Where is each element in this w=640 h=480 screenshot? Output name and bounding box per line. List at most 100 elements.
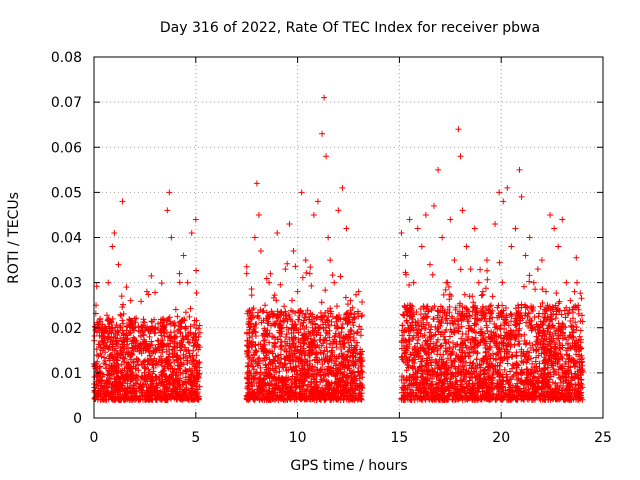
data-point <box>263 309 270 316</box>
data-point <box>102 349 109 356</box>
data-point <box>276 311 283 318</box>
data-point <box>301 352 308 359</box>
data-point <box>182 395 189 402</box>
data-point <box>271 344 278 351</box>
data-point <box>98 383 105 390</box>
data-point <box>355 310 362 317</box>
data-point <box>246 367 253 374</box>
data-point <box>149 341 156 348</box>
data-point <box>345 310 352 317</box>
data-point <box>337 273 344 280</box>
data-point <box>109 327 116 334</box>
data-point <box>265 320 272 327</box>
data-point <box>109 341 116 348</box>
data-point <box>286 385 293 392</box>
data-point <box>118 293 125 300</box>
data-point <box>189 396 196 403</box>
data-point <box>105 389 112 396</box>
data-point <box>111 396 118 403</box>
data-point <box>133 315 140 322</box>
data-point <box>303 333 310 340</box>
data-point <box>176 279 183 286</box>
data-point <box>272 375 279 382</box>
data-point <box>179 317 186 324</box>
data-point <box>139 393 146 400</box>
data-point <box>184 367 191 374</box>
data-point <box>174 396 181 403</box>
data-point <box>310 327 317 334</box>
data-point <box>272 365 279 372</box>
data-point <box>243 263 250 270</box>
data-point <box>281 362 288 369</box>
data-point <box>318 342 325 349</box>
data-point <box>257 341 264 348</box>
data-point <box>256 354 263 361</box>
data-point <box>101 360 108 367</box>
data-point <box>152 396 159 403</box>
data-point <box>254 313 261 320</box>
data-point <box>252 376 259 383</box>
data-point <box>244 353 251 360</box>
data-point <box>298 394 305 401</box>
data-point <box>346 344 353 351</box>
data-point <box>302 311 309 318</box>
data-point <box>93 346 100 353</box>
data-point <box>347 352 354 359</box>
data-point <box>318 299 325 306</box>
data-point <box>193 290 200 297</box>
data-point <box>169 354 176 361</box>
data-point <box>174 327 181 334</box>
data-point <box>327 305 334 312</box>
data-point <box>260 337 267 344</box>
data-point <box>298 380 305 387</box>
data-point <box>282 342 289 349</box>
data-point <box>193 383 200 390</box>
data-point <box>105 316 112 323</box>
data-point <box>166 380 173 387</box>
data-point <box>183 333 190 340</box>
data-point <box>327 340 334 347</box>
data-point <box>137 384 144 391</box>
data-point <box>352 354 359 361</box>
data-point <box>194 386 201 393</box>
data-point <box>348 374 355 381</box>
data-point <box>321 376 328 383</box>
data-point <box>187 380 194 387</box>
data-point <box>169 346 176 353</box>
data-point <box>357 370 364 377</box>
data-point <box>313 378 320 385</box>
data-point <box>335 353 342 360</box>
data-point <box>283 354 290 361</box>
data-point <box>116 352 123 359</box>
data-point <box>189 369 196 376</box>
data-point <box>281 303 288 310</box>
data-point <box>313 315 320 322</box>
data-point <box>338 389 345 396</box>
data-point <box>261 341 268 348</box>
data-point <box>338 346 345 353</box>
data-point <box>111 363 118 370</box>
data-point <box>179 370 186 377</box>
data-point <box>97 363 104 370</box>
data-point <box>345 387 352 394</box>
data-points <box>91 94 586 403</box>
data-point <box>276 368 283 375</box>
data-point <box>145 366 152 373</box>
data-point <box>296 312 303 319</box>
data-point <box>193 325 200 332</box>
data-point <box>174 313 181 320</box>
data-point <box>93 352 100 359</box>
data-point <box>116 395 123 402</box>
data-point <box>259 384 266 391</box>
data-point <box>300 364 307 371</box>
data-point <box>93 329 100 336</box>
data-point <box>328 308 335 315</box>
data-point <box>141 364 148 371</box>
data-point <box>188 385 195 392</box>
data-point <box>171 358 178 365</box>
data-point <box>146 333 153 340</box>
data-point <box>153 392 160 399</box>
data-point <box>245 375 252 382</box>
data-point <box>298 372 305 379</box>
